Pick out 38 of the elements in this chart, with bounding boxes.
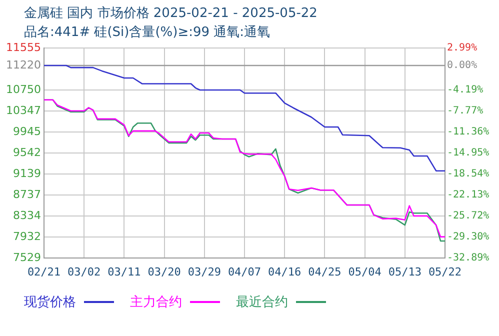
y2-tick-label: 0.00%: [447, 60, 478, 72]
y2-tick-label: -4.19%: [447, 84, 484, 96]
x-tick-label: 03/20: [148, 265, 181, 278]
y2-tick-label: 2.99%: [447, 42, 478, 54]
y-tick-label: 8334: [13, 208, 41, 222]
x-tick-label: 03/29: [188, 265, 221, 278]
y-tick-label: 10750: [6, 82, 41, 96]
x-tick-label: 04/07: [228, 265, 262, 278]
y-tick-label: 11220: [6, 58, 41, 72]
y-tick-label: 11555: [6, 40, 41, 54]
x-tick-label: 05/13: [388, 265, 422, 278]
legend-label: 主力合约: [130, 294, 182, 311]
legend-label: 最近合约: [236, 294, 288, 311]
y2-tick-label: -29.30%: [447, 232, 490, 243]
y-tick-label: 8737: [13, 188, 41, 201]
x-tick-label: 04/16: [268, 265, 302, 278]
x-tick-label: 04/25: [308, 265, 342, 278]
legend-label: 现货价格: [24, 294, 76, 311]
y2-tick-label: -18.54%: [447, 168, 490, 180]
y2-tick-label: -14.95%: [447, 148, 490, 159]
x-tick-label: 05/22: [428, 265, 462, 278]
y2-tick-label: -7.77%: [447, 106, 484, 117]
y2-tick-label: -11.36%: [447, 126, 490, 138]
x-tick-label: 03/02: [68, 265, 101, 278]
y-tick-label: 9542: [13, 146, 41, 159]
y-tick-label: 10347: [6, 104, 41, 117]
y2-tick-label: -22.13%: [447, 190, 490, 201]
y-tick-label: 7529: [13, 250, 41, 264]
x-tick-label: 05/04: [348, 265, 382, 278]
y-tick-label: 9945: [13, 124, 41, 138]
y2-tick-label: -25.72%: [447, 210, 490, 222]
chart-subtitle: 品名:441# 硅(Si)含量(%)≥:99 通氧:通氧: [24, 24, 270, 41]
x-tick-label: 03/11: [108, 265, 141, 278]
y-tick-label: 9139: [13, 166, 41, 180]
x-tick-label: 02/21: [27, 265, 61, 278]
y-tick-label: 7932: [13, 230, 41, 243]
chart-title: 金属硅 国内 市场价格 2025-02-21 - 2025-05-22: [24, 5, 318, 22]
y2-tick-label: -32.89%: [447, 252, 490, 264]
